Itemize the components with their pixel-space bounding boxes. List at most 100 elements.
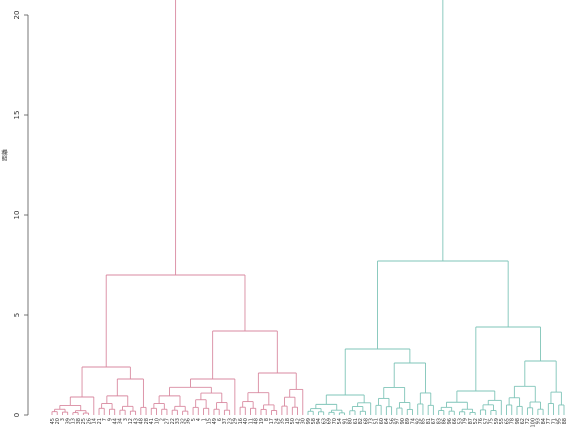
leaf-label: 67 [431, 418, 437, 424]
y-tick-label: 20 [13, 11, 21, 20]
leaf-label: 10 [154, 418, 160, 424]
leaf-label: 32 [180, 418, 186, 424]
dendrogram-tree [51, 0, 565, 415]
leaf-label: 91 [342, 418, 348, 424]
leaf-label: 5 [191, 418, 197, 421]
leaf-label: 82 [358, 418, 364, 424]
leaf-label: 4 [196, 418, 202, 421]
leaf-label: 97 [395, 418, 401, 424]
leaf-label: 28 [144, 418, 150, 424]
leaf-label: 58 [311, 418, 317, 424]
leaf-label: 27 [165, 418, 171, 424]
leaf-label: 75 [489, 418, 495, 424]
leaf-label: 55 [499, 418, 505, 424]
leaf-label: 81 [426, 418, 432, 424]
y-tick-label: 10 [13, 211, 21, 220]
leaf-label: 40 [243, 418, 249, 424]
leaf-label: 57 [483, 418, 489, 424]
leaf-label: 44 [112, 418, 118, 424]
leaf-label: 53 [457, 418, 463, 424]
leaf-label: 54 [337, 418, 343, 424]
leaf-label: 41 [149, 418, 155, 424]
leaf-label: 48 [254, 418, 260, 424]
leaf-label: 62 [520, 418, 526, 424]
leaf-label: 37 [222, 418, 228, 424]
leaf-label: 51 [374, 418, 380, 424]
leaf-label: 12 [128, 418, 134, 424]
leaf-label: 25 [81, 418, 87, 424]
leaf-label: 29 [233, 418, 239, 424]
leaf-label: 48 [139, 418, 145, 424]
leaf-label: 60 [379, 418, 385, 424]
leaf-label: 88 [562, 418, 568, 424]
leaf-label: 63 [321, 418, 327, 424]
leaf-label: 73 [368, 418, 374, 424]
leaf-label: 45 [50, 418, 56, 424]
leaf-label: 84 [541, 418, 547, 424]
leaf-label: 14 [92, 418, 98, 424]
leaf-label: 68 [363, 418, 369, 424]
y-tick-label: 5 [13, 313, 21, 317]
leaf-label: 18 [285, 418, 291, 424]
leaf-label: 71 [551, 418, 557, 424]
leaf-label: 36 [186, 418, 192, 424]
leaf-label: 56 [389, 418, 395, 424]
leaf-label: 20 [55, 418, 61, 424]
leaf-label: 80 [348, 418, 354, 424]
leaf-label: 96 [447, 418, 453, 424]
leaf-label: 69 [327, 418, 333, 424]
leaf-label: 78 [510, 418, 516, 424]
leaf-label: 43 [133, 418, 139, 424]
y-tick-label: 0 [13, 413, 21, 417]
leaf-label: 79 [463, 418, 469, 424]
leaf-label: 1 [201, 418, 207, 421]
leaf-label: 59 [494, 418, 500, 424]
y-tick-label: 15 [13, 111, 21, 120]
leaf-label: 42 [295, 418, 301, 424]
leaf-label: 7 [102, 418, 108, 421]
leaf-label: 74 [410, 418, 416, 424]
leaf-label: 77 [546, 418, 552, 424]
leaf-label: 6 [217, 418, 223, 421]
leaf-label: 26 [86, 418, 92, 424]
leaf-label: 33 [175, 418, 181, 424]
leaf-label: 17 [269, 418, 275, 424]
leaf-labels: 45 20 3 39 13 38 25 26 14 21 7 9 44 34 3 12 43 48 28 41 10 2 2… [50, 418, 568, 428]
leaf-label: 65 [504, 418, 510, 424]
leaf-label: 64 [384, 418, 390, 424]
leaf-label: 86 [442, 418, 448, 424]
leaf-label: 85 [421, 418, 427, 424]
y-axis-title: 距離 [1, 149, 9, 161]
leaf-label: 49 [212, 418, 218, 424]
leaf-label: 98 [515, 418, 521, 424]
leaf-label: 100 [530, 418, 536, 428]
leaf-label: 19 [259, 418, 265, 424]
leaf-label: 38 [76, 418, 82, 424]
leaf-label: 61 [353, 418, 359, 424]
leaf-label: 66 [452, 418, 458, 424]
leaf-label: 70 [332, 418, 338, 424]
leaf-label: 72 [525, 418, 531, 424]
leaf-label: 99 [306, 418, 312, 424]
leaf-label: 22 [170, 418, 176, 424]
leaf-label: 24 [274, 418, 280, 424]
leaf-label: 95 [557, 418, 563, 424]
leaf-label: 89 [405, 418, 411, 424]
leaf-label: 93 [536, 418, 542, 424]
leaf-label: 11 [248, 418, 254, 424]
leaf-label: 16 [238, 418, 244, 424]
leaf-label: 50 [290, 418, 296, 424]
leaf-label: 94 [316, 418, 322, 424]
y-axis: 0 5 10 15 20 [13, 11, 29, 417]
leaf-label: 34 [118, 418, 124, 424]
leaf-label: 2 [160, 418, 166, 421]
leaf-label: 30 [301, 418, 307, 424]
leaf-label: 90 [400, 418, 406, 424]
leaf-label: 39 [65, 418, 71, 424]
leaf-label: 23 [227, 418, 233, 424]
leaf-label: 83 [436, 418, 442, 424]
leaf-label: 3 [123, 418, 129, 421]
leaf-label: 21 [97, 418, 103, 424]
leaf-label: 92 [416, 418, 422, 424]
